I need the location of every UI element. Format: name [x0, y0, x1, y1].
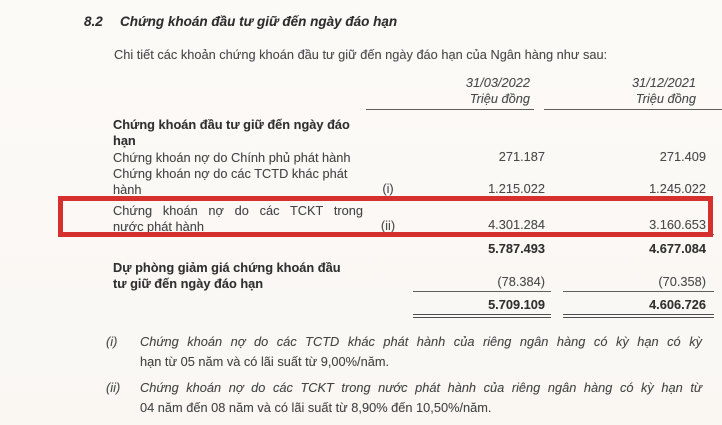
column-unit-2022: Triệu đồng: [469, 91, 530, 106]
row-ref: [363, 291, 413, 292]
row-value-2022: 271.187: [498, 149, 545, 164]
htm-securities-table: 31/03/2022 Triệu đồng 31/12/2021 Triệu đ…: [0, 75, 722, 318]
row-value-2021: 271.409: [659, 149, 706, 164]
row-label-line2: hành: [113, 182, 142, 197]
row-ref: [363, 165, 413, 166]
section-number: 8.2: [84, 14, 103, 29]
footnote-marker-ii: (ii): [106, 380, 121, 395]
footnote-line1: Chứng khoán nợ do các TCTD khác phát hàn…: [140, 334, 702, 349]
table-row-group-header: Chứng khoán đầu tư giữ đến ngày đáo hạn: [0, 117, 722, 149]
column-date-2021: 31/12/2021: [631, 75, 696, 90]
row-label-line2: nước phát hành: [113, 219, 204, 234]
row-label-line2: hạn: [113, 133, 136, 148]
table-header: 31/03/2022 Triệu đồng 31/12/2021 Triệu đ…: [366, 75, 722, 110]
footnote-text: Chứng khoán nợ do các TCKT trong nước ph…: [140, 378, 702, 418]
total-value-2021: 4.606.726: [563, 297, 714, 318]
footnotes: (i) Chứng khoán nợ do các TCTD khác phát…: [0, 332, 722, 418]
row-label-line1: Dự phòng giảm giá chứng khoán đầu: [113, 260, 341, 275]
table-row-government-bonds: Chứng khoán nợ do Chính phủ phát hành 27…: [0, 149, 722, 166]
row-ref: [363, 148, 413, 149]
row-label-line1: Chứng khoán đầu tư giữ đến ngày đáo: [113, 117, 350, 132]
column-gap: [534, 75, 544, 110]
subtotal-value-2021: 4.677.084: [649, 241, 706, 256]
provision-value-2021: (70.358): [563, 274, 714, 292]
row-label-line2: tư giữ đến ngày đáo hạn: [113, 276, 264, 291]
row-label: Chứng khoán nợ do Chính phủ phát hành: [113, 150, 363, 166]
footnote-text: Chứng khoán nợ do các TCTD khác phát hàn…: [140, 332, 702, 372]
row-label-line1: Chứng khoán nợ do các TCKT trong: [113, 203, 363, 218]
row-value-2021: 1.245.022: [649, 181, 706, 196]
row-label-line1: Chứng khoán nợ do các TCTD khác phát: [113, 166, 348, 181]
footnote-ii: (ii) Chứng khoán nợ do các TCKT trong nư…: [106, 378, 722, 418]
footnote-marker-i: (i): [106, 334, 118, 349]
total-value-2022: 5.709.109: [413, 297, 551, 318]
table-row-tctd-bonds: Chứng khoán nợ do các TCTD khác phát hàn…: [0, 166, 722, 198]
row-label: Chứng khoán đầu tư giữ đến ngày đáo hạn: [113, 117, 363, 149]
footnote-line2: hạn từ 05 năm và có lãi suất từ 9,00%/nă…: [140, 354, 390, 369]
intro-text: Chi tiết các khoản chứng khoán đầu tư gi…: [114, 47, 608, 62]
section-heading: 8.2 Chứng khoán đầu tư giữ đến ngày đáo …: [84, 14, 397, 29]
table-row-subtotal: 5.787.493 4.677.084: [0, 241, 722, 258]
row-label-line1: Chứng khoán nợ do Chính phủ phát hành: [113, 150, 351, 165]
footnote-line1: Chứng khoán nợ do các TCKT trong nước ph…: [140, 380, 702, 395]
row-ref: [363, 317, 413, 318]
row-label: Chứng khoán nợ do các TCTD khác phát hàn…: [113, 166, 363, 198]
row-ref-i: (i): [382, 181, 394, 196]
row-ref-ii: (ii): [380, 218, 396, 233]
table-row-total: 5.709.109 4.606.726: [0, 297, 722, 318]
column-header-2021: 31/12/2021 Triệu đồng: [543, 75, 722, 110]
provision-value-2022: (78.384): [413, 274, 551, 292]
row-ref: [363, 257, 413, 258]
row-label: Dự phòng giảm giá chứng khoán đầu tư giữ…: [113, 260, 363, 292]
column-header-2022: 31/03/2022 Triệu đồng: [366, 75, 534, 110]
table-row-tckt-bonds-highlighted: Chứng khoán nợ do các TCKT trong nước ph…: [0, 203, 722, 235]
row-label: Chứng khoán nợ do các TCKT trong nước ph…: [113, 203, 363, 235]
footnote-i: (i) Chứng khoán nợ do các TCTD khác phát…: [106, 332, 722, 372]
row-value-2022: 1.215.022: [488, 181, 545, 196]
table-row-provision: Dự phòng giảm giá chứng khoán đầu tư giữ…: [0, 260, 722, 292]
column-unit-2021: Triệu đồng: [635, 91, 696, 106]
highlight-box: [58, 196, 713, 237]
column-date-2022: 31/03/2022: [465, 75, 530, 90]
section-title: Chứng khoán đầu tư giữ đến ngày đáo hạn: [120, 14, 398, 29]
subtotal-value-2022: 5.787.493: [488, 241, 545, 256]
footnote-line2: 04 năm đến 08 năm và có lãi suất từ 8,90…: [140, 400, 492, 415]
